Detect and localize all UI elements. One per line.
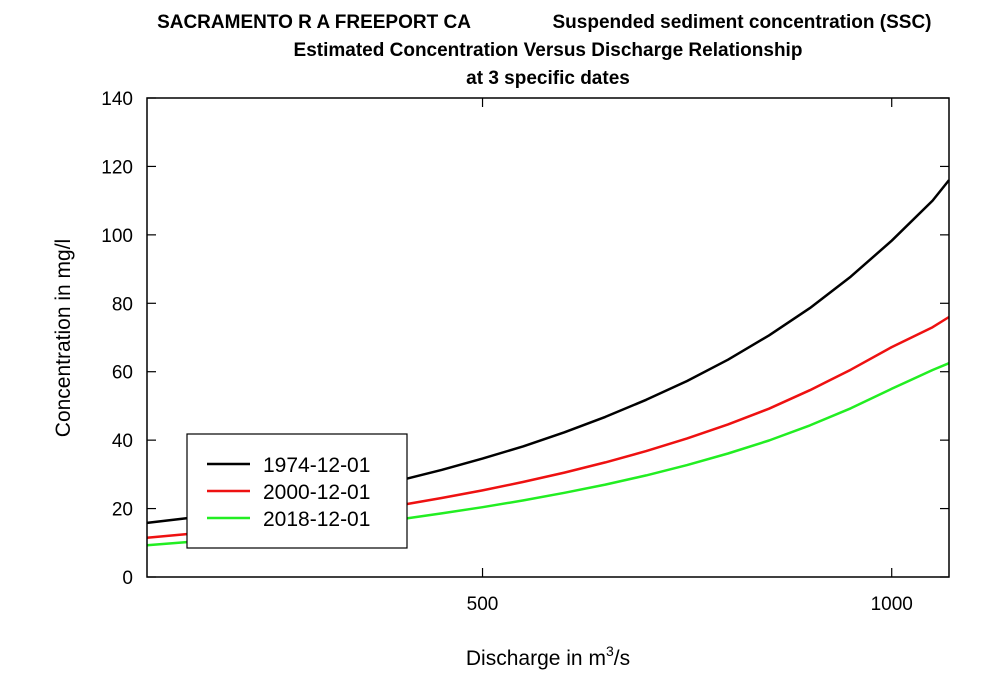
- ticks-layer: 0 20 40 60 80 100 120 140 500 1000: [101, 89, 949, 615]
- chart-title-line3: at 3 specific dates: [466, 68, 630, 89]
- y-tick-label: 100: [101, 226, 133, 247]
- x-axis-label-suffix: /s: [614, 647, 630, 670]
- legend-label: 2000-12-01: [263, 481, 370, 504]
- y-tick-label: 60: [112, 363, 133, 384]
- y-tick-label: 20: [112, 500, 133, 521]
- y-tick-label: 40: [112, 431, 133, 452]
- chart-title-line1-left: SACRAMENTO R A FREEPORT CA: [157, 12, 471, 33]
- chart-title-line2: Estimated Concentration Versus Discharge…: [294, 40, 803, 61]
- y-tick-label: 120: [101, 157, 133, 178]
- plot-frame: [146, 97, 950, 578]
- legend-label: 2018-12-01: [263, 508, 370, 531]
- y-tick-label: 140: [101, 89, 133, 110]
- x-axis-label: Discharge in m3/s: [466, 643, 630, 670]
- legend: 1974-12-01 2000-12-01 2018-12-01: [186, 433, 408, 549]
- x-axis-label-superscript: 3: [606, 643, 614, 659]
- y-tick-label: 0: [122, 568, 133, 589]
- x-tick-label: 1000: [871, 594, 913, 615]
- x-tick-label: 500: [467, 594, 499, 615]
- chart-title-line1-right: Suspended sediment concentration (SSC): [553, 12, 932, 33]
- y-tick-label: 80: [112, 294, 133, 315]
- legend-label: 1974-12-01: [263, 454, 370, 477]
- y-axis-label: Concentration in mg/l: [52, 239, 75, 437]
- x-axis-label-prefix: Discharge in m: [466, 647, 606, 670]
